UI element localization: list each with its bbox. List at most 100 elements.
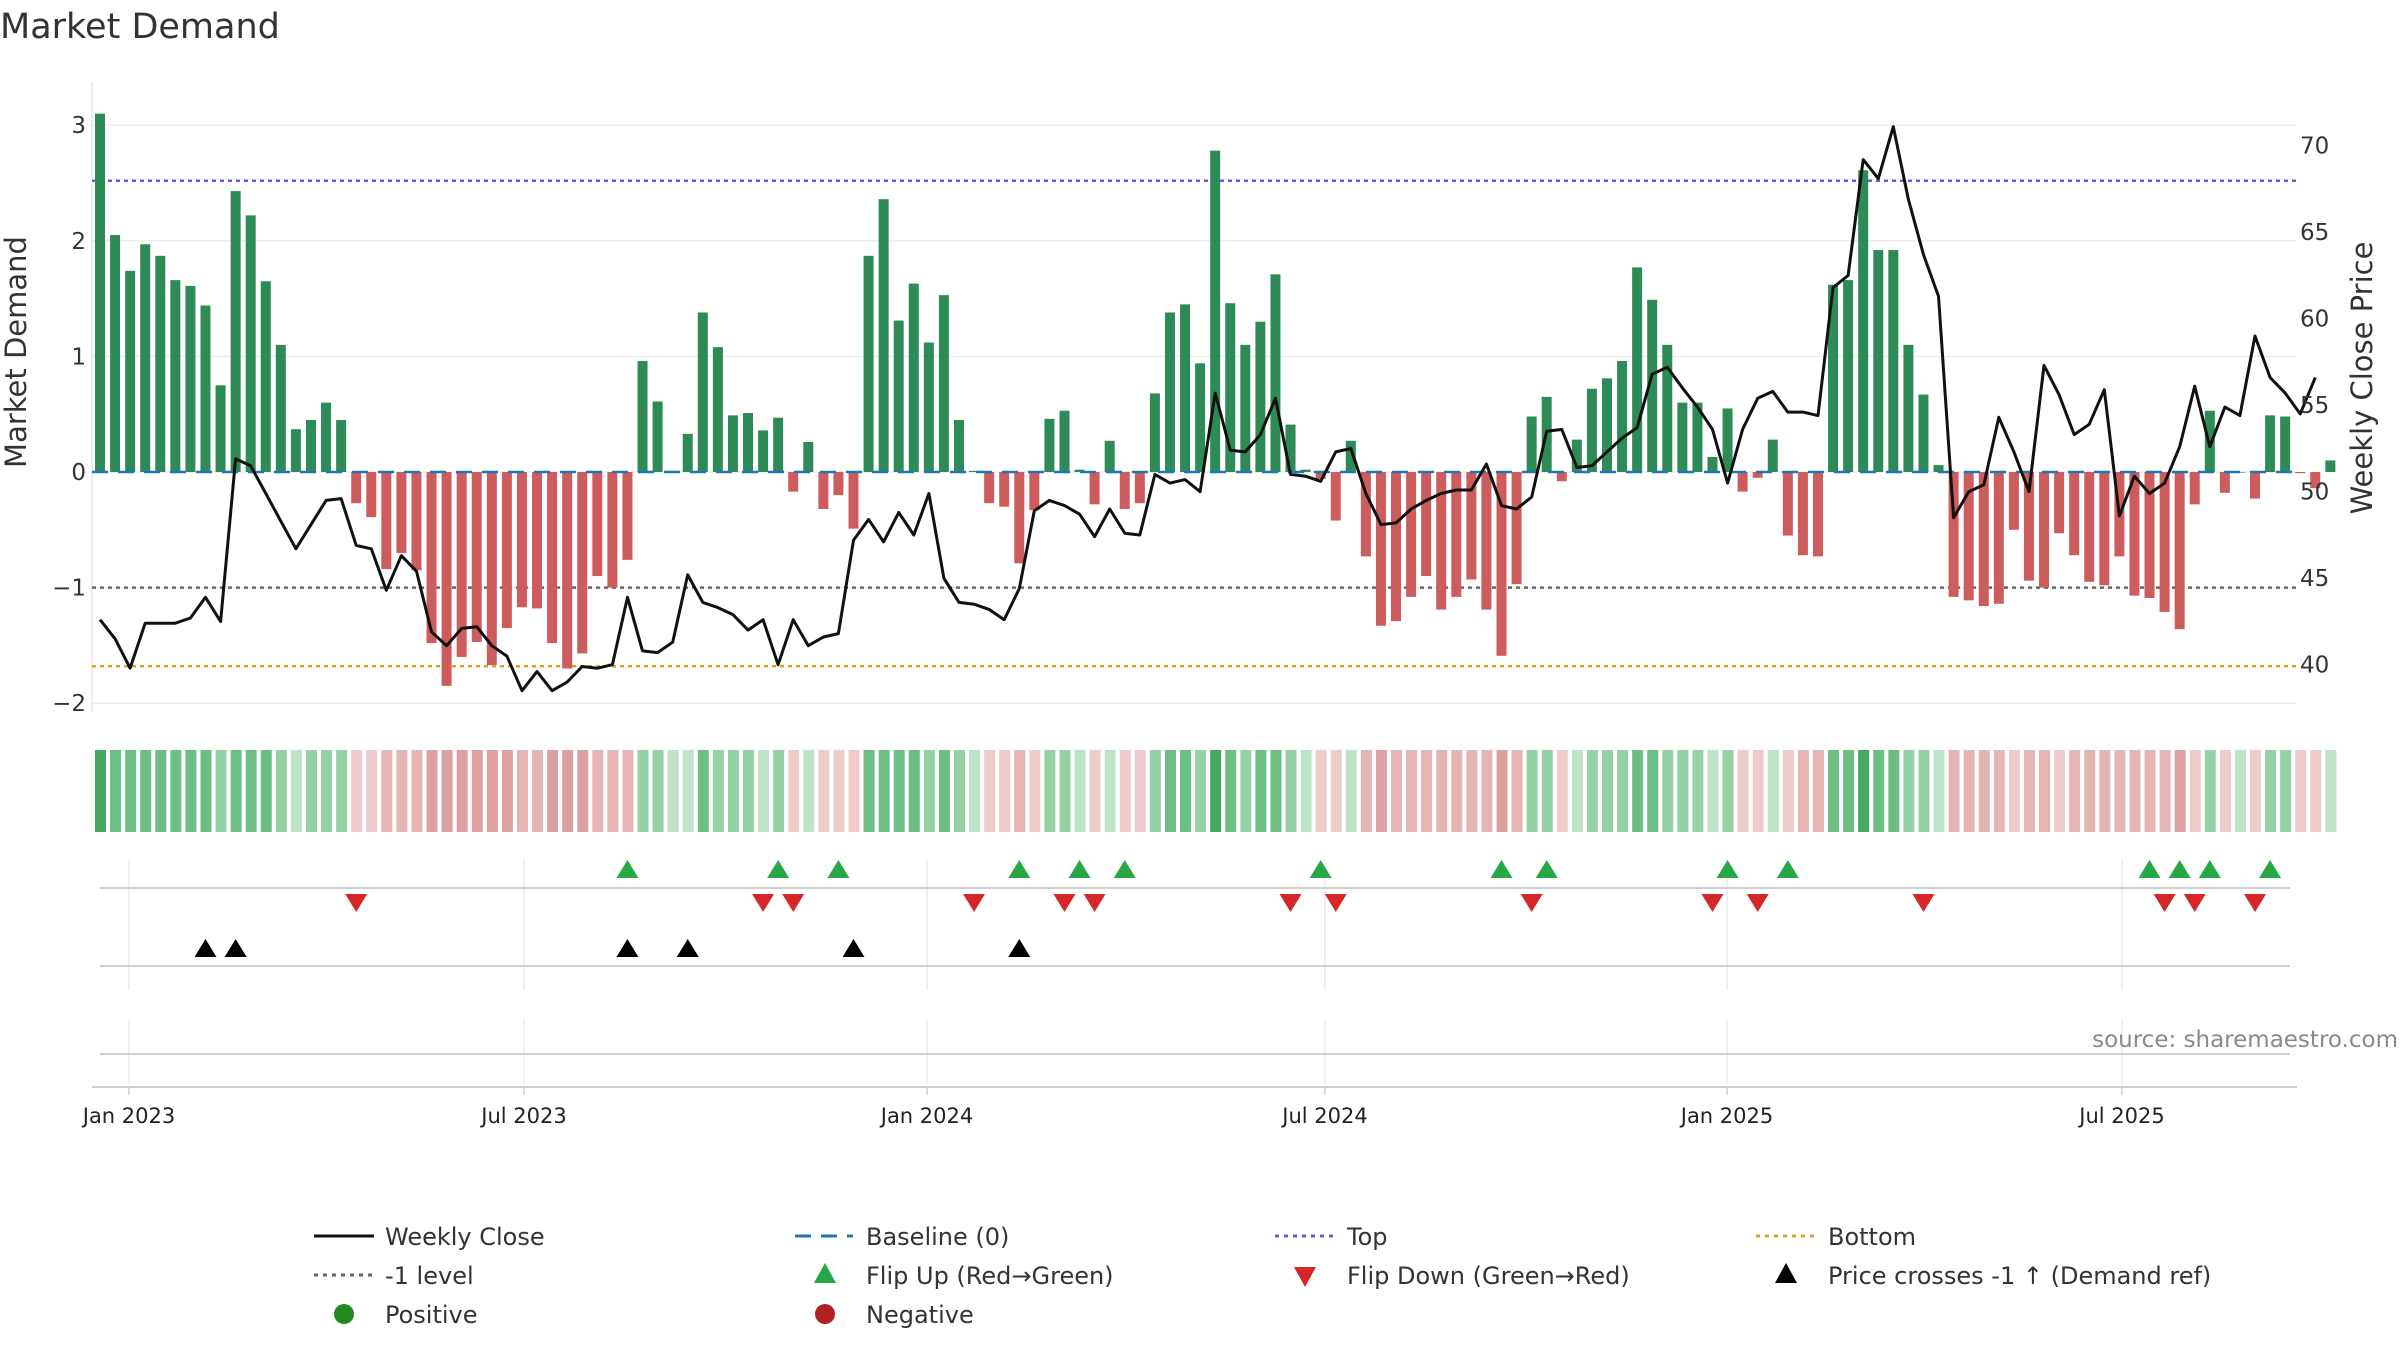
demand-bar [923,342,934,472]
status-cell [95,750,106,832]
demand-bar [1391,472,1402,622]
demand-bar [125,270,136,472]
flip-down-marker [1746,894,1769,912]
status-cell [110,750,122,832]
price-cross-marker [1008,939,1031,957]
legend-label-flip-down: Flip Down (Green→Red) [1347,1262,1630,1290]
demand-bar [1240,344,1251,472]
left-tick-label: 0 [71,460,86,486]
price-cross-marker [194,939,217,957]
status-cell [471,750,483,832]
status-cell [1602,750,1613,832]
status-cell [803,750,815,832]
status-cell [411,750,423,832]
right-axis: 40 45 50 55 60 65 70 [2300,134,2329,679]
left-axis: −2 −1 0 1 2 3 [52,113,86,717]
demand-bar [351,472,362,504]
demand-bar [396,472,407,553]
status-cell [1285,750,1297,832]
status-cell [2250,750,2262,832]
status-cell [984,750,996,832]
status-cell [1089,750,1101,832]
price-cross-marker [616,939,639,957]
demand-bar [803,441,814,472]
event-markers [92,860,2297,1088]
weekly-close-line-group [98,125,2317,693]
demand-bar [2144,472,2155,599]
demand-bar [773,417,784,472]
flip-down-marker [752,894,775,912]
demand-bar [984,472,995,504]
status-cell [532,750,544,832]
status-cell [1496,750,1508,832]
status-cell [1632,750,1644,832]
demand-bar [215,385,226,472]
demand-bar [1903,344,1914,472]
price-cross-icon [1775,1263,1797,1283]
demand-bar [1617,361,1628,472]
status-cell [1556,750,1568,832]
status-cell [1195,750,1207,832]
status-cell [1164,750,1176,832]
positive-dot-icon [334,1304,354,1324]
demand-bar [2099,472,2110,586]
demand-bar [878,199,889,472]
demand-bar [1812,472,1823,557]
status-cell [1918,750,1930,832]
status-cell [1345,750,1357,832]
demand-bar [2189,472,2200,505]
status-cell [1888,750,1900,832]
status-cell [1978,750,1990,832]
demand-bar [516,472,527,608]
status-cell [727,750,739,832]
status-strip [95,750,2337,832]
status-cell [125,750,137,832]
demand-bar [230,191,241,473]
legend-item-price-cross: Price crosses -1 ↑ (Demand ref) [1775,1262,2211,1290]
status-cell [758,750,770,832]
status-cell [351,750,363,832]
left-tick-label: 1 [71,344,86,370]
demand-bar [1225,303,1236,472]
demand-bar [788,472,799,492]
demand-bar [1707,456,1718,472]
demand-bar [1978,472,1989,607]
status-cell [1858,750,1870,832]
status-cell [2234,750,2246,832]
demand-bar [305,419,316,472]
status-cell [245,750,257,832]
status-cell [1104,750,1116,832]
flip-down-marker [1279,894,1302,912]
demand-bar [1963,472,1974,601]
demand-bar [1511,472,1522,585]
status-cell [230,750,242,832]
demand-bar [1692,402,1703,472]
demand-bar [1737,472,1748,492]
status-cell [1330,750,1342,832]
demand-bar [637,361,648,472]
status-cell [697,750,709,832]
status-cell [1149,750,1161,832]
demand-bar [1873,250,1884,472]
flip-down-marker [2183,894,2206,912]
status-cell [818,750,830,832]
demand-bar [110,235,121,472]
right-axis-label: Weekly Close Price [2345,242,2379,515]
status-cell [2280,750,2292,832]
demand-bar [1843,280,1854,472]
status-cell [185,750,197,832]
demand-bar [1255,321,1266,472]
demand-bar [1210,150,1221,472]
demand-bar [170,280,181,472]
status-cell [2204,750,2216,832]
demand-bar [1571,439,1582,472]
demand-bar [2069,472,2080,556]
status-cell [2008,750,2020,832]
flip-up-marker [1309,860,1332,878]
date-tick-label: Jul 2024 [1280,1104,1367,1128]
demand-bar [1526,416,1537,472]
demand-bar [2265,415,2276,472]
status-cell [637,750,649,832]
legend-item-positive: Positive [334,1301,478,1329]
status-cell [607,750,619,832]
